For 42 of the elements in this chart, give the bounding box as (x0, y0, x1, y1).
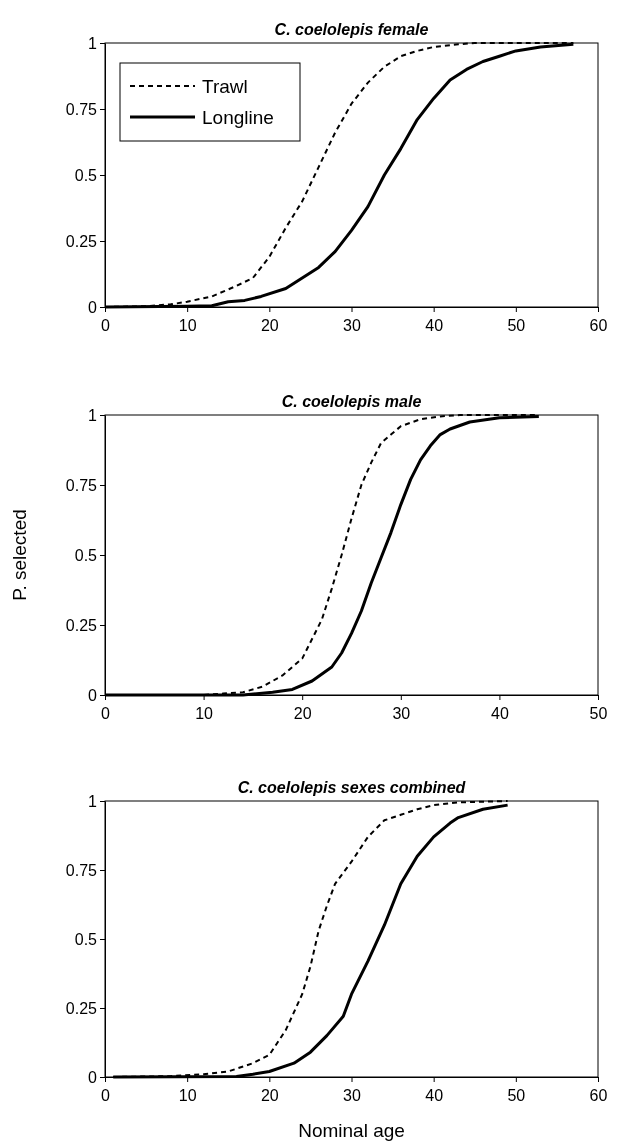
chart-title: C. coelolepis male (281, 393, 422, 410)
x-tick-label: 50 (507, 1087, 526, 1104)
x-tick-label: 0 (101, 1087, 111, 1104)
x-tick-label: 50 (507, 317, 526, 334)
y-tick-label: 0.5 (74, 930, 98, 948)
x-tick-label: 20 (260, 1087, 279, 1104)
x-tick-label: 50 (589, 705, 608, 722)
x-tick-label: 30 (343, 1087, 361, 1104)
y-tick-label: 0 (88, 298, 98, 316)
y-tick-label: 0.75 (65, 861, 98, 879)
x-tick-label: 40 (425, 317, 444, 334)
y-tick-label: 0.75 (65, 100, 98, 118)
y-tick-label: 0.5 (74, 166, 98, 184)
y-tick-label: 1 (88, 406, 98, 424)
x-tick-label: 60 (589, 1087, 608, 1104)
x-tick-label: 20 (293, 705, 312, 722)
y-tick-label: 0.75 (65, 476, 98, 494)
x-axis-title: Nominal age (298, 1120, 405, 1141)
y-axis-title: P. selected (9, 509, 30, 601)
x-tick-label: 0 (101, 317, 111, 334)
legend-label: Trawl (202, 76, 248, 97)
x-tick-label: 60 (589, 317, 608, 334)
x-tick-label: 30 (343, 317, 361, 334)
y-tick-label: 1 (88, 34, 98, 52)
y-tick-label: 1 (88, 792, 98, 810)
x-tick-label: 30 (392, 705, 411, 722)
x-tick-label: 10 (178, 1087, 197, 1104)
y-tick-label: 0 (88, 686, 98, 704)
y-tick-label: 0.5 (74, 546, 98, 564)
y-tick-label: 0.25 (65, 999, 98, 1017)
y-tick-label: 0 (88, 1068, 98, 1086)
x-tick-label: 20 (260, 317, 279, 334)
y-tick-label: 0.25 (65, 616, 98, 634)
x-tick-label: 40 (491, 705, 509, 722)
legend-label: Longline (202, 107, 274, 128)
x-tick-label: 0 (101, 705, 111, 722)
chart-title: C. coelolepis female (274, 21, 429, 38)
x-tick-label: 10 (195, 705, 214, 722)
chart-title: C. coelolepis sexes combined (237, 779, 467, 796)
x-tick-label: 40 (425, 1087, 444, 1104)
x-tick-label: 10 (178, 317, 197, 334)
y-tick-label: 0.25 (65, 232, 98, 250)
